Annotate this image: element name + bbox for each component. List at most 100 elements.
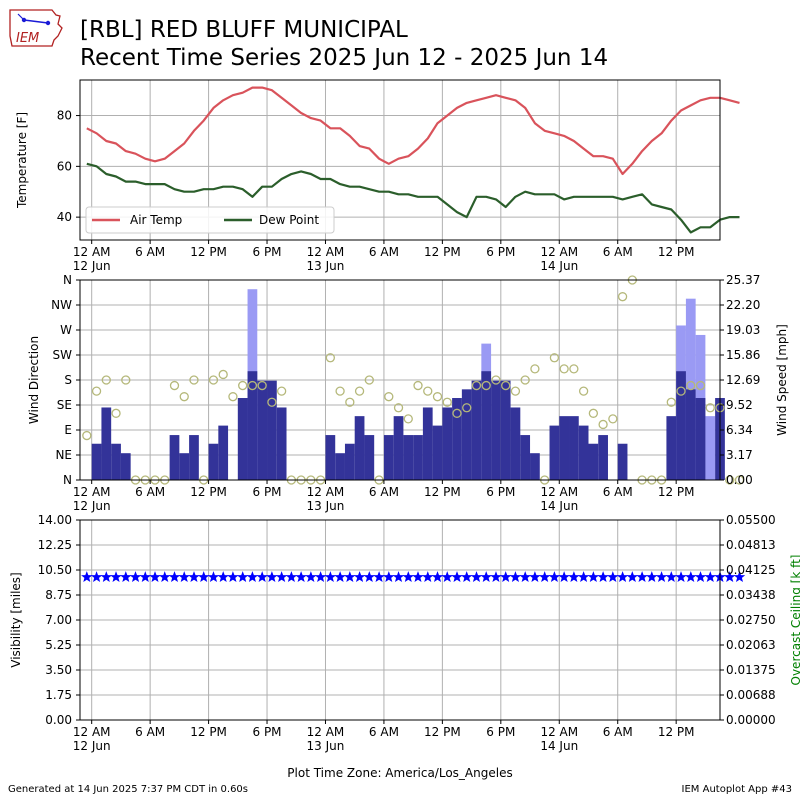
y-tick-label: NW — [51, 298, 72, 312]
wind-direction-marker — [257, 380, 267, 391]
wind-speed-bar — [471, 380, 482, 480]
wind-direction-marker — [91, 386, 102, 396]
wind-speed-bar — [257, 380, 268, 480]
iem-logo: IEM — [9, 9, 63, 47]
visibility-marker — [266, 571, 278, 582]
visibility-label: Visibility [miles] — [9, 572, 23, 667]
wind-speed-bar — [120, 453, 131, 480]
wind-y-ticks: N NE E SE S SW W NW N — [51, 273, 80, 487]
visibility-marker — [256, 571, 268, 582]
visibility-marker — [344, 571, 356, 582]
wind-speed-bar — [510, 407, 521, 480]
wind-direction-marker — [686, 380, 696, 391]
legend-air-temp: Air Temp — [130, 213, 182, 227]
visibility-marker — [305, 571, 317, 582]
x-tick-label: 6 AM — [603, 485, 633, 499]
wind-direction-marker — [569, 364, 579, 374]
wind-speed-bar — [247, 371, 258, 480]
visibility-marker — [451, 571, 463, 582]
x-tick-label: 12 PM — [424, 725, 461, 739]
visibility-marker — [168, 571, 181, 582]
wind-speed-bar — [520, 435, 531, 480]
visibility-marker — [597, 571, 609, 582]
visibility-marker — [665, 571, 677, 582]
wind-direction-marker — [82, 430, 92, 441]
visibility-marker — [646, 571, 658, 582]
wind-speed-bar — [685, 389, 696, 480]
visibility-marker — [431, 571, 444, 582]
y2-tick-label: 22.20 — [726, 298, 760, 312]
wind-direction-marker — [121, 375, 131, 385]
visibility-marker — [568, 571, 580, 582]
y-tick-label: 8.75 — [45, 588, 72, 602]
x-tick-date: 14 Jun — [540, 499, 578, 513]
visibility-markers — [81, 571, 746, 582]
y-tick-label: W — [60, 323, 72, 337]
visibility-marker — [334, 571, 346, 582]
wind-speed-bar — [481, 371, 492, 480]
wind-direction-marker — [179, 392, 189, 402]
visibility-marker — [607, 571, 619, 582]
wind-direction-marker — [608, 414, 618, 424]
wind-direction-marker — [208, 375, 219, 385]
temperature-frame — [79, 79, 721, 241]
wind-direction-marker — [335, 386, 345, 396]
x-tick-label: 12 AM — [73, 725, 111, 739]
y-tick-label: 40 — [57, 210, 72, 224]
y-tick-label: N — [63, 273, 72, 287]
visibility-marker — [675, 571, 687, 582]
visibility-marker — [90, 571, 103, 582]
wind-direction-marker — [442, 397, 452, 407]
wind-direction-marker — [462, 403, 472, 413]
x-tick-label: 12 PM — [658, 245, 695, 259]
visibility-marker — [392, 571, 405, 582]
title-period: Recent Time Series 2025 Jun 12 - 2025 Ju… — [80, 45, 609, 71]
visibility-grid — [80, 519, 720, 721]
visibility-marker — [81, 571, 93, 582]
visibility-marker — [246, 571, 259, 582]
x-tick-label: 6 PM — [253, 725, 282, 739]
temperature-y-ticks: 40 60 80 — [57, 109, 80, 224]
wind-speed-bar — [111, 443, 121, 480]
visibility-marker — [363, 571, 375, 582]
x-tick-label: 6 AM — [603, 725, 633, 739]
visibility-marker — [217, 571, 229, 582]
wind-speed-bar — [695, 398, 706, 480]
wind-y2-ticks: 0.00 3.17 6.34 9.52 12.69 15.86 19.03 22.20 25.3… — [720, 273, 760, 487]
wind-direction-marker — [364, 375, 374, 385]
visibility-marker — [422, 571, 434, 582]
x-tick-label: 12 PM — [658, 485, 695, 499]
x-axis-label: Plot Time Zone: America/Los_Angeles — [287, 766, 512, 780]
visibility-marker — [275, 571, 288, 582]
wind-speed-bar — [218, 425, 229, 480]
wind-speed-bar — [559, 416, 570, 480]
x-tick-label: 12 AM — [307, 485, 345, 499]
wind-speed-bar — [267, 380, 277, 480]
wind-speed-bar — [169, 435, 180, 480]
visibility-marker — [548, 571, 561, 582]
visibility-marker — [314, 571, 327, 582]
wind-direction-marker — [354, 386, 365, 396]
x-tick-label: 12 PM — [424, 485, 461, 499]
y2-tick-label: 12.69 — [726, 373, 760, 387]
y-tick-label: 12.25 — [38, 538, 72, 552]
wind-speed-bar — [91, 443, 102, 480]
wind-speed-bar — [461, 389, 472, 480]
x-tick-label: 12 PM — [658, 725, 695, 739]
x-tick-label: 12 PM — [190, 485, 227, 499]
visibility-marker — [402, 571, 414, 582]
title-station: [RBL] RED BLUFF MUNICIPAL — [80, 17, 408, 43]
x-tick-label: 6 PM — [253, 485, 282, 499]
wind-direction-marker — [559, 364, 569, 374]
wind-direction-marker — [276, 386, 287, 396]
visibility-marker — [626, 571, 638, 582]
visibility-marker — [285, 571, 298, 582]
wind-speed-bar — [403, 435, 414, 480]
wind-speed-bar — [452, 398, 462, 480]
visibility-marker — [461, 571, 473, 582]
x-tick-label: 6 PM — [486, 485, 515, 499]
x-tick-label: 12 PM — [424, 245, 461, 259]
visibility-marker — [353, 571, 366, 582]
